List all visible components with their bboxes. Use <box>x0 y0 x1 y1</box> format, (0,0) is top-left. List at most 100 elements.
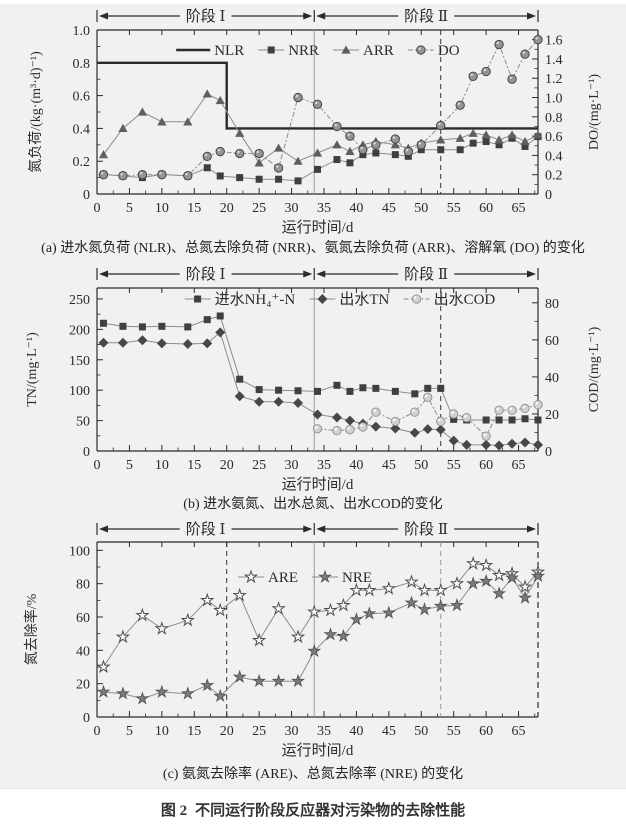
svg-text:20: 20 <box>76 678 90 693</box>
figure-number: 图 2 <box>160 803 188 819</box>
svg-text:1.0: 1.0 <box>545 92 563 107</box>
svg-text:15: 15 <box>187 724 201 739</box>
svg-text:阶段 Ⅰ: 阶段 Ⅰ <box>186 8 226 25</box>
svg-text:NLR: NLR <box>214 43 244 59</box>
svg-text:20: 20 <box>220 201 234 216</box>
svg-text:80: 80 <box>76 578 90 593</box>
svg-text:100: 100 <box>69 384 90 399</box>
left-axis: 0 0.2 0.4 0.6 0.8 1.0 氮负荷/(kg·(m³·d)⁻¹) <box>28 24 103 203</box>
svg-text:20: 20 <box>220 458 234 473</box>
svg-text:25: 25 <box>252 201 266 216</box>
svg-text:35: 35 <box>317 201 331 216</box>
series-进水NH₄⁺-N <box>99 312 542 424</box>
svg-text:10: 10 <box>155 458 169 473</box>
series-出水TN <box>98 327 543 451</box>
x-axis-label: 运行时间/d <box>282 476 354 493</box>
svg-text:0.2: 0.2 <box>545 169 563 184</box>
svg-text:60: 60 <box>545 334 559 349</box>
svg-text:1.6: 1.6 <box>545 34 563 49</box>
svg-text:35: 35 <box>317 458 331 473</box>
svg-text:进水NH₄⁺-N: 进水NH₄⁺-N <box>215 291 296 308</box>
chart-a-block: 阶段 Ⅰ 阶段 Ⅱ 0 5 10 15 20 25 30 35 40 45 50 55 60 65 运行时间/d… <box>0 4 626 262</box>
left-axis: 0 20 40 60 80 100 氮去除率/% <box>23 544 103 726</box>
svg-text:ARE: ARE <box>268 570 298 586</box>
right-axis-label: DO/(mg·L⁻¹) <box>587 74 602 150</box>
svg-text:阶段 Ⅱ: 阶段 Ⅱ <box>404 266 448 283</box>
left-axis-label: 氮负荷/(kg·(m³·d)⁻¹) <box>28 51 44 173</box>
svg-text:55: 55 <box>447 458 461 473</box>
svg-text:40: 40 <box>349 724 363 739</box>
chart-c-block: 阶段 Ⅰ 阶段 Ⅱ 0 5 10 15 20 25 30 35 40 45 50 55 60 65 运行时间/d… <box>0 518 626 788</box>
svg-text:0.4: 0.4 <box>73 122 91 137</box>
svg-text:1.0: 1.0 <box>73 24 91 39</box>
svg-text:0.4: 0.4 <box>545 149 563 164</box>
chart-c-plot: 阶段 Ⅰ 阶段 Ⅱ 0 5 10 15 20 25 30 35 40 45 50 55 60 65 运行时间/d… <box>23 521 546 759</box>
reference-lines <box>226 542 442 717</box>
svg-text:50: 50 <box>414 724 428 739</box>
svg-text:50: 50 <box>414 201 428 216</box>
figure-caption: 图 2 不同运行阶段反应器对污染物的去除性能 <box>0 788 626 827</box>
x-axis-label: 运行时间/d <box>282 742 354 759</box>
svg-text:200: 200 <box>69 323 90 338</box>
svg-text:25: 25 <box>252 458 266 473</box>
left-axis-label: TN/(mg·L⁻¹) <box>25 332 40 407</box>
svg-text:20: 20 <box>545 408 559 423</box>
svg-text:10: 10 <box>155 724 169 739</box>
svg-text:出水TN: 出水TN <box>339 291 389 308</box>
right-axis-label: COD/(mg·L⁻¹) <box>587 326 602 412</box>
x-axis: 0 5 10 15 20 25 30 35 40 45 50 55 60 65 运行时间/d <box>94 30 536 236</box>
svg-text:30: 30 <box>285 201 299 216</box>
svg-text:0.6: 0.6 <box>545 130 563 145</box>
svg-text:5: 5 <box>126 201 133 216</box>
x-axis: 0 5 10 15 20 25 30 35 40 45 50 55 60 65 运行时间/d <box>94 542 536 759</box>
svg-text:250: 250 <box>69 293 90 308</box>
left-axis-label: 氮去除率/% <box>23 593 40 665</box>
svg-text:0: 0 <box>94 458 101 473</box>
svg-text:30: 30 <box>285 458 299 473</box>
chart-a-caption: (a) 进水氮负荷 (NLR)、总氮去除负荷 (NRR)、氨氮去除负荷 (ARR… <box>41 241 585 256</box>
plot-frame <box>96 287 539 452</box>
legend: 进水NH₄⁺-N 出水TN 出水COD <box>184 291 496 308</box>
svg-text:15: 15 <box>187 201 201 216</box>
svg-text:65: 65 <box>512 201 526 216</box>
left-axis: 0 50 100 150 200 250 TN/(mg·L⁻¹) <box>25 293 103 460</box>
series-NLR <box>97 61 538 130</box>
plot-frame <box>96 29 539 195</box>
figure-title: 不同运行阶段反应器对污染物的去除性能 <box>195 803 466 819</box>
x-axis-label: 运行时间/d <box>282 219 354 236</box>
svg-text:50: 50 <box>414 458 428 473</box>
svg-text:10: 10 <box>155 201 169 216</box>
svg-text:出水COD: 出水COD <box>434 291 496 308</box>
svg-text:35: 35 <box>317 724 331 739</box>
chart-c-caption: (c) 氨氮去除率 (ARE)、总氮去除率 (NRE) 的变化 <box>162 767 464 782</box>
svg-text:55: 55 <box>447 724 461 739</box>
svg-text:60: 60 <box>479 724 493 739</box>
svg-text:0: 0 <box>94 201 101 216</box>
chart-b-caption: (b) 进水氨氮、出水总氮、出水COD的变化 <box>183 497 443 512</box>
svg-text:45: 45 <box>382 201 396 216</box>
svg-text:100: 100 <box>69 544 90 559</box>
series-出水COD <box>312 392 543 441</box>
svg-text:30: 30 <box>285 724 299 739</box>
svg-text:DO: DO <box>438 43 460 59</box>
chart-b-block: 阶段 Ⅰ 阶段 Ⅱ 0 5 10 15 20 25 30 35 40 45 50 55 60 65 运行时间/d… <box>0 262 626 518</box>
series-ARR <box>98 89 543 167</box>
phase-arrow-row: 阶段 Ⅰ 阶段 Ⅱ <box>96 521 539 538</box>
svg-text:5: 5 <box>126 724 133 739</box>
svg-text:60: 60 <box>479 201 493 216</box>
svg-text:阶段 Ⅰ: 阶段 Ⅰ <box>186 521 226 538</box>
svg-text:55: 55 <box>447 201 461 216</box>
right-axis: 0 0.2 0.4 0.6 0.8 1.0 1.2 1.4 1.6 DO/(mg·L⁻¹) <box>532 34 602 203</box>
plot-frame <box>96 541 539 718</box>
svg-text:40: 40 <box>76 644 90 659</box>
svg-text:0.8: 0.8 <box>73 57 91 72</box>
svg-text:65: 65 <box>512 458 526 473</box>
svg-text:0: 0 <box>545 445 552 460</box>
svg-text:0: 0 <box>83 188 90 203</box>
svg-text:25: 25 <box>252 724 266 739</box>
svg-text:15: 15 <box>187 458 201 473</box>
svg-text:50: 50 <box>76 415 90 430</box>
svg-text:40: 40 <box>349 201 363 216</box>
svg-text:ARR: ARR <box>363 43 394 59</box>
